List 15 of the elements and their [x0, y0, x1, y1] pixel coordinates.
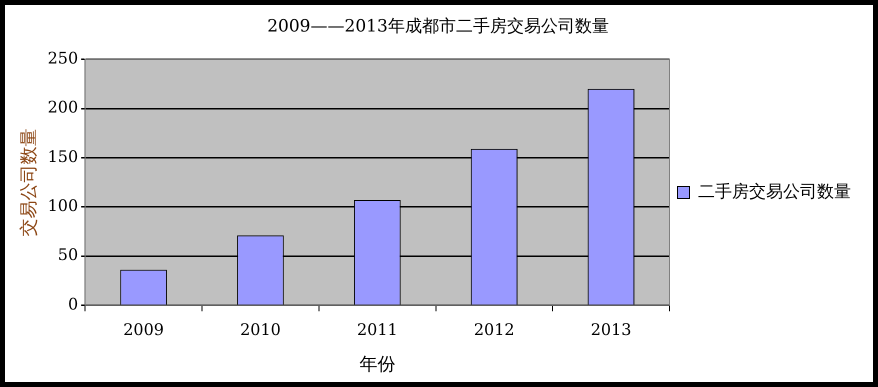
y-tick-label: 0	[68, 294, 78, 314]
y-tick-label: 250	[48, 48, 78, 68]
y-tick-label: 100	[48, 196, 78, 216]
x-tick-label: 2013	[590, 320, 632, 339]
x-tick-label: 2010	[240, 320, 281, 339]
x-tick-label: 2009	[123, 320, 164, 339]
legend-label: 二手房交易公司数量	[698, 182, 851, 202]
y-tick-label: 50	[58, 245, 78, 264]
chart-title: 2009——2013年成都市二手房交易公司数量	[267, 16, 609, 37]
x-axis-title: 年份	[359, 354, 396, 375]
y-axis-title: 交易公司数量	[18, 128, 40, 236]
x-tick-label: 2012	[474, 320, 515, 339]
y-tick-label: 150	[48, 146, 78, 166]
x-tick-label: 2011	[356, 320, 398, 339]
y-tick-label: 200	[48, 98, 78, 117]
